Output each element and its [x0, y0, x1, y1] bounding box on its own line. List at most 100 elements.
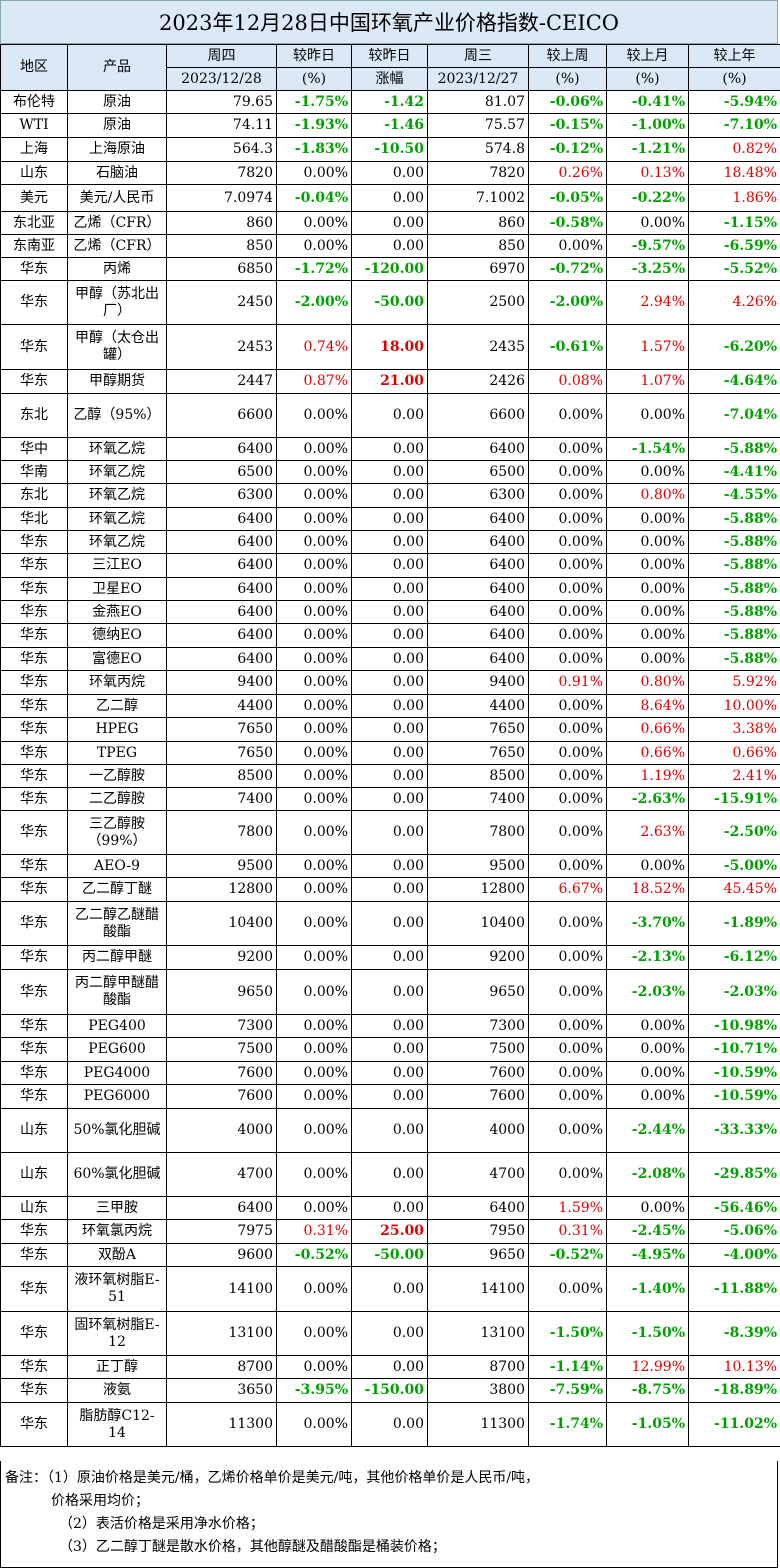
cell-chg: 0.00 [351, 741, 428, 765]
cell-chg: 0.00 [351, 184, 428, 212]
cell-chg: 0.00 [351, 1014, 428, 1038]
cell-wow: 0.00% [528, 969, 607, 1015]
cell-mom: 8.64% [606, 694, 689, 718]
cell-region: 华东 [0, 1355, 68, 1379]
cell-wow: 0.00% [528, 1266, 607, 1312]
table-row: 美元 美元/人民币 7.0974 -0.04% 0.00 7.1002 -0.05% -0.2… [0, 184, 780, 212]
cell-wed: 6500 [427, 460, 529, 484]
cell-chg: 0.00 [351, 1152, 428, 1197]
cell-product: 原油 [67, 90, 167, 114]
cell-mom: -3.70% [606, 901, 689, 946]
cell-yoy: -10.98% [688, 1014, 780, 1038]
cell-yoy: 4.26% [688, 280, 780, 325]
table-row: WTI 原油 74.11 -1.93% -1.46 75.57 -0.15% -1.00% -7… [0, 113, 780, 138]
cell-wow: 0.00% [528, 530, 607, 554]
table-row: 华东 丙烯 6850 -1.72% -120.00 6970 -0.72% -3.25% -5.… [0, 257, 780, 281]
cell-chg: 0.00 [351, 670, 428, 695]
cell-dod: 0.00% [276, 717, 352, 742]
header-dod-unit: (%) [276, 67, 352, 91]
cell-product: 乙二醇 [67, 694, 167, 718]
table-row: 华东 PEG4000 7600 0.00% 0.00 7600 0.00% 0.00% -10.… [0, 1061, 780, 1085]
cell-wed: 4700 [427, 1152, 529, 1197]
cell-mom: -9.57% [606, 234, 689, 258]
cell-yoy: 18.48% [688, 161, 780, 185]
cell-product: 上海原油 [67, 137, 167, 162]
cell-thu: 6600 [166, 393, 277, 438]
cell-region: 山东 [0, 161, 68, 185]
cell-product: 甲醇（太仓出罐） [67, 324, 167, 370]
header-yoy-unit: (%) [688, 67, 780, 91]
cell-product: 丙烯 [67, 257, 167, 281]
cell-wow: 0.00% [528, 787, 607, 811]
cell-wow: 6.67% [528, 877, 607, 902]
cell-yoy: -15.91% [688, 787, 780, 811]
cell-region: 上海 [0, 137, 68, 162]
header-wed: 周三 [427, 44, 529, 68]
cell-mom: 0.00% [606, 1014, 689, 1038]
table-row: 东北亚 乙烯（CFR） 860 0.00% 0.00 860 -0.58% 0.00% -1.1… [0, 211, 780, 235]
cell-region: 华东 [0, 810, 68, 855]
cell-region: 华东 [0, 945, 68, 970]
cell-wow: 0.00% [528, 1061, 607, 1085]
cell-chg: 0.00 [351, 810, 428, 855]
cell-yoy: 2.41% [688, 764, 780, 788]
cell-chg: 0.00 [351, 647, 428, 671]
table-row: 华东 甲醇期货 2447 0.87% 21.00 2426 0.08% 1.07% -4.64% [0, 369, 780, 394]
cell-region: 华东 [0, 969, 68, 1015]
cell-wow: -1.14% [528, 1355, 607, 1379]
cell-wed: 574.8 [427, 137, 529, 162]
table-row: 华东 固环氧树脂E-12 13100 0.00% 0.00 13100 -1.50% -1.5… [0, 1311, 780, 1356]
cell-dod: -1.83% [276, 137, 352, 162]
price-table: 地区 产品 周四 较昨日 较昨日 周三 较上周 较上月 较上年 2023/12/… [0, 44, 780, 1447]
cell-thu: 6400 [166, 647, 277, 671]
cell-dod: 0.00% [276, 1084, 352, 1109]
cell-wow: -0.15% [528, 113, 607, 138]
cell-wow: 0.00% [528, 1152, 607, 1197]
cell-yoy: -11.88% [688, 1266, 780, 1312]
cell-chg: 0.00 [351, 1084, 428, 1109]
cell-dod: -1.75% [276, 90, 352, 114]
cell-chg: 0.00 [351, 553, 428, 578]
cell-dod: 0.00% [276, 1108, 352, 1153]
cell-mom: -1.40% [606, 1266, 689, 1312]
cell-mom: -1.21% [606, 137, 689, 162]
cell-region: 华东 [0, 647, 68, 671]
table-row: 华东 金燕EO 6400 0.00% 0.00 6400 0.00% 0.00% -5.88% [0, 600, 780, 624]
note-line: 备注：（1）原油价格是美元/桶，乙烯价格单价是美元/吨，其他价格单价是人民币/吨… [5, 1470, 540, 1486]
cell-yoy: -18.89% [688, 1378, 780, 1403]
cell-wed: 13100 [427, 1311, 529, 1356]
table-row: 华东 乙二醇乙醚醋酸酯 10400 0.00% 0.00 10400 0.00% -3.70%… [0, 901, 780, 946]
cell-thu: 6400 [166, 507, 277, 531]
cell-thu: 850 [166, 234, 277, 258]
cell-wow: -0.05% [528, 184, 607, 212]
table-row: 华东 PEG6000 7600 0.00% 0.00 7600 0.00% 0.00% -10.… [0, 1084, 780, 1109]
cell-product: 原油 [67, 113, 167, 138]
cell-dod: 0.00% [276, 764, 352, 788]
cell-chg: 0.00 [351, 694, 428, 718]
cell-yoy: -11.02% [688, 1402, 780, 1447]
cell-wed: 7820 [427, 161, 529, 185]
cell-chg: 25.00 [351, 1219, 428, 1244]
cell-mom: 2.94% [606, 280, 689, 325]
cell-dod: 0.00% [276, 437, 352, 461]
header-dod-abs: 较昨日 [351, 44, 428, 68]
cell-thu: 9500 [166, 854, 277, 878]
cell-mom: 0.00% [606, 553, 689, 578]
cell-wed: 6400 [427, 1196, 529, 1220]
cell-thu: 74.11 [166, 113, 277, 138]
cell-wow: 0.00% [528, 901, 607, 946]
cell-chg: 0.00 [351, 945, 428, 970]
cell-region: 华东 [0, 901, 68, 946]
cell-region: 东北 [0, 483, 68, 508]
table-row: 华东 TPEG 7650 0.00% 0.00 7650 0.00% 0.66% 0.66% [0, 741, 780, 765]
cell-thu: 7600 [166, 1061, 277, 1085]
cell-mom: -1.54% [606, 437, 689, 461]
cell-dod: 0.00% [276, 670, 352, 695]
cell-product: 乙醇（95%） [67, 393, 167, 438]
cell-wow: -0.06% [528, 90, 607, 114]
cell-yoy: -56.46% [688, 1196, 780, 1220]
cell-dod: -2.00% [276, 280, 352, 325]
table-row: 华东 卫星EO 6400 0.00% 0.00 6400 0.00% 0.00% -5.88% [0, 577, 780, 601]
cell-yoy: -10.59% [688, 1084, 780, 1109]
cell-mom: 1.07% [606, 369, 689, 394]
